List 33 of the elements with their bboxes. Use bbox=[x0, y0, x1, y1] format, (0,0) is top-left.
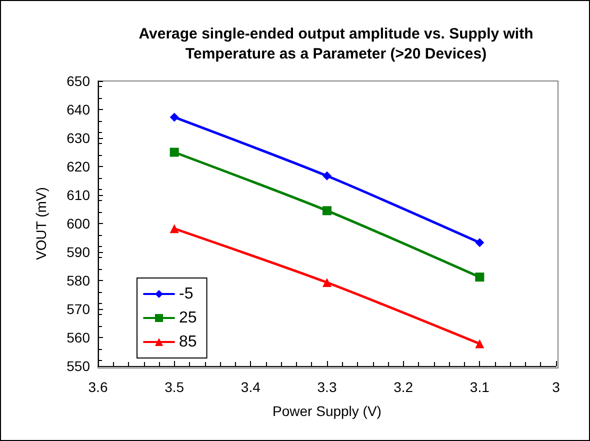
y-tick-label: 570 bbox=[66, 301, 90, 317]
legend-label: -5 bbox=[179, 286, 194, 302]
x-tick-label: 3.3 bbox=[317, 379, 337, 395]
x-tick-label: 3 bbox=[552, 379, 560, 395]
x-axis-title: Power Supply (V) bbox=[272, 403, 382, 419]
y-tick-label: 620 bbox=[66, 158, 90, 174]
y-tick-label: 630 bbox=[66, 130, 90, 146]
point bbox=[322, 206, 332, 216]
x-tick-label: 3.5 bbox=[164, 379, 184, 395]
x-tick-label: 3.4 bbox=[240, 379, 261, 395]
y-tick-label: 610 bbox=[66, 187, 90, 203]
chart-title: Average single-ended output amplitude vs. Supply with Temperature as a Parameter (>20 Devices) bbox=[138, 26, 534, 62]
legend-label: 85 bbox=[179, 334, 197, 350]
x-tick-label: 3.2 bbox=[394, 379, 414, 395]
x-tick-label: 3.1 bbox=[470, 379, 490, 395]
x-tick-label: 3.6 bbox=[88, 379, 108, 395]
point bbox=[170, 112, 179, 122]
point bbox=[170, 224, 179, 234]
point bbox=[475, 272, 484, 282]
y-tick-label: 650 bbox=[66, 73, 90, 89]
point bbox=[322, 278, 332, 287]
point bbox=[170, 148, 179, 157]
y-tick-label: 580 bbox=[66, 272, 90, 288]
point bbox=[475, 238, 484, 248]
legend-label: 25 bbox=[179, 310, 197, 326]
y-tick-label: 560 bbox=[66, 330, 90, 346]
y-tick-label: 550 bbox=[66, 358, 90, 374]
y-tick-label: 640 bbox=[66, 102, 90, 118]
point bbox=[322, 171, 332, 180]
y-tick-label: 590 bbox=[66, 244, 90, 260]
y-axis-title: VOUT (mV) bbox=[33, 187, 49, 260]
y-tick-label: 600 bbox=[66, 216, 90, 232]
point bbox=[475, 339, 484, 348]
